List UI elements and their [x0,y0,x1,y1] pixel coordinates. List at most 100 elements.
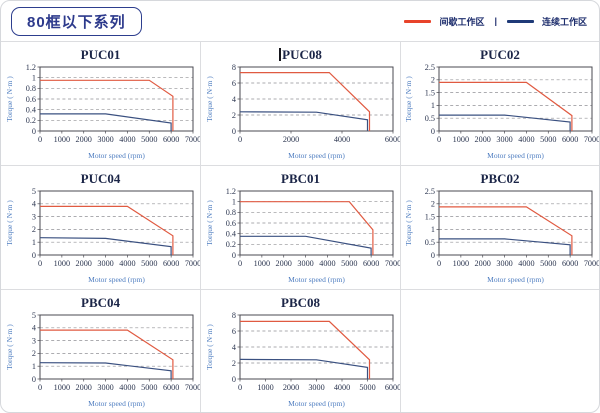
y-tick-label: 3 [31,336,35,345]
chart-canvas-PBC08: 0 1000 2000 3000 4000 5000 6000 0 2 4 6 8 Motor spee… [205,311,400,408]
panel-header: 80框以下系列 间歇工作区 | 连续工作区 [1,1,599,41]
x-tick-label: 2000 [282,135,298,144]
y-tick-label: 8 [231,311,235,320]
y-tick-label: 1.2 [225,187,235,196]
chart-cell-PUC04: PUC04 0 1000 2000 3000 4000 5000 6000 7000 0 1 2 3 4 5… [1,166,201,290]
x-tick-label: 1000 [453,135,469,144]
x-axis-label: Motor speed (rpm) [88,151,145,160]
x-tick-label: 2000 [75,135,91,144]
y-tick-label: 4 [31,200,35,209]
x-tick-label: 0 [37,259,41,268]
intermittent-zone-curve [39,205,173,255]
chart-canvas-PUC02: 0 1000 2000 3000 4000 5000 6000 7000 0 0.5 1 1.5 2 2.… [404,63,599,160]
y-tick-label: 0 [31,127,35,136]
x-tick-label: 7000 [584,259,599,268]
y-axis-label: Torque ( N·m ) [205,324,214,370]
x-tick-label: 0 [37,383,41,392]
chart-title-text: PBC01 [281,171,320,186]
x-tick-label: 4000 [518,259,534,268]
y-axis-label: Torque ( N·m ) [205,76,214,122]
y-tick-label: 0.8 [225,208,235,217]
continuous-zone-curve [239,358,368,379]
series-badge: 80框以下系列 [11,6,142,36]
chart-canvas-PBC01: 0 1000 2000 3000 4000 5000 6000 7000 0 0.2 0.40.6 0… [205,187,400,284]
y-tick-label: 1.5 [425,212,435,221]
x-tick-label: 2000 [275,259,291,268]
x-tick-label: 2000 [75,259,91,268]
intermittent-zone-curve [239,201,373,255]
intermittent-zone-curve [239,72,370,131]
x-tick-label: 1000 [253,259,269,268]
continuous-zone-curve [39,113,172,131]
x-axis-label: Motor speed (rpm) [487,151,544,160]
plot-frame [438,66,593,132]
plot-frame [39,190,193,256]
chart-title: PBC08 [201,294,400,311]
chart-canvas-PUC08: 0 2000 4000 6000 0 2 4 6 8 Motor speed (rpm) Torqu… [205,63,400,160]
x-tick-label: 2000 [475,259,491,268]
chart-canvas-PBC02: 0 1000 2000 3000 4000 5000 6000 7000 0 0.5 1 1.5 2 2.… [404,187,599,284]
x-tick-label: 6000 [384,135,399,144]
chart-title-text: PUC02 [480,47,520,62]
x-tick-label: 1000 [53,383,69,392]
legend-label: 间歇工作区 [439,16,485,27]
chart-title: PUC01 [1,46,200,63]
chart-cell-PBC08: PBC08 0 1000 2000 3000 4000 5000 6000 0 2 4 6 8 Motor… [201,290,401,412]
y-tick-label: 1 [31,238,35,247]
legend-separator: | [494,16,497,26]
y-tick-label: 5 [31,311,35,320]
y-tick-label: 0.5 [425,114,435,123]
chart-title-text: PUC08 [282,47,322,62]
continuous-zone-curve [39,237,172,255]
x-tick-label: 0 [237,259,241,268]
y-tick-label: 0.2 [25,116,35,125]
x-tick-label: 7000 [384,259,399,268]
x-tick-label: 3000 [97,383,113,392]
x-tick-label: 5000 [540,259,556,268]
x-axis-label: Motor speed (rpm) [88,399,145,408]
y-tick-label: 0.4 [225,229,235,238]
x-tick-label: 6000 [162,383,178,392]
y-tick-label: 2 [231,359,235,368]
y-tick-label: 2 [431,76,435,85]
chart-title: PBC04 [1,294,200,311]
y-tick-label: 1 [431,225,435,234]
chart-canvas-PUC04: 0 1000 2000 3000 4000 5000 6000 7000 0 1 2 3 4 5 Motor… [5,187,200,284]
x-tick-label: 5000 [141,259,157,268]
chart-canvas-PBC04: 0 1000 2000 3000 4000 5000 6000 7000 0 1 2 3 4 5 Motor… [5,311,200,408]
chart-cell-PBC02: PBC02 0 1000 2000 3000 4000 5000 6000 7000 0 0.5 1 1… [401,166,599,290]
x-axis-label: Motor speed (rpm) [288,275,345,284]
x-axis-label: Motor speed (rpm) [487,275,544,284]
x-tick-label: 4000 [518,135,534,144]
x-tick-label: 6000 [562,135,578,144]
x-tick-label: 0 [437,135,441,144]
x-tick-label: 3000 [308,383,324,392]
y-tick-label: 0 [431,127,435,136]
y-tick-label: 4 [231,343,235,352]
x-tick-label: 0 [237,383,241,392]
chart-title: PUC04 [1,170,200,187]
y-tick-label: 2.5 [425,63,435,72]
plot-frame [438,190,593,256]
y-tick-label: 0.8 [25,84,35,93]
chart-cell-PBC04: PBC04 0 1000 2000 3000 4000 5000 6000 7000 0 1 2 3 4 5… [1,290,201,412]
x-tick-label: 0 [237,135,241,144]
x-tick-label: 7000 [184,135,199,144]
y-tick-label: 2 [31,349,35,358]
x-tick-label: 3000 [297,259,313,268]
y-tick-label: 8 [231,63,235,72]
x-tick-label: 4000 [119,383,135,392]
empty-cell [401,290,599,412]
chart-cell-PUC01: PUC01 0 1000 2000 3000 4000 5000 6000 7000 0 0.2 0.… [1,42,201,166]
x-tick-label: 4000 [119,135,135,144]
legend: 间歇工作区 | 连续工作区 [404,15,587,28]
x-tick-label: 1000 [53,259,69,268]
y-tick-label: 0 [431,251,435,260]
x-tick-label: 2000 [75,383,91,392]
x-axis-label: Motor speed (rpm) [288,399,345,408]
x-tick-label: 5000 [141,383,157,392]
y-axis-label: Torque ( N·m ) [5,76,14,122]
plot-frame [39,314,193,380]
y-axis-label: Torque ( N·m ) [5,324,14,370]
